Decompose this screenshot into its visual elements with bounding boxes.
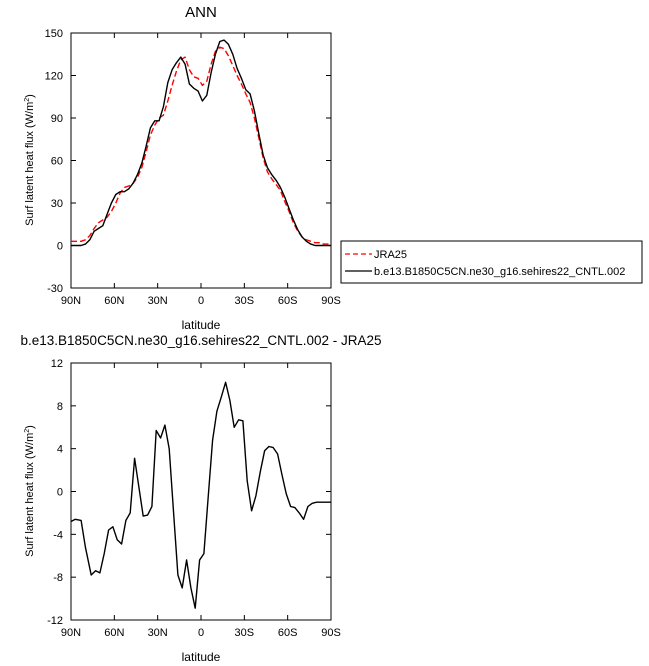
panel2-x-tick-label: 60N — [104, 627, 124, 639]
panel1-y-tick-label: 60 — [51, 156, 63, 168]
panel1-y-label-main: Surf latent heat flux (W/m — [24, 102, 36, 226]
panel2-y-label-close: ) — [24, 425, 36, 429]
panel1-x-tick-label: 30N — [148, 295, 168, 307]
panel1-x-ticks: 90N 60N 30N 0 30S 60S 90S — [61, 33, 341, 307]
panel1-x-tick-label: 30S — [235, 295, 255, 307]
panel1-x-tick-label: 90S — [321, 295, 341, 307]
panel1-series-1-line — [71, 39, 331, 247]
panel2-title: b.e13.B1850C5CN.ne30_g16.sehires22_CNTL.… — [21, 333, 382, 348]
panel2-x-tick-label: 90N — [61, 627, 81, 639]
panel2-y-tick-label: -8 — [53, 572, 63, 584]
legend-label-model: b.e13.B1850C5CN.ne30_g16.sehires22_CNTL.… — [374, 266, 625, 278]
panel-mean-flux: ANN -30 0 30 60 90 120 150 90N 60N 30N 0 30S 60S 90S… — [24, 4, 643, 332]
panel1-y-tick-label: 90 — [51, 113, 63, 125]
panel1-y-label-close: ) — [24, 94, 36, 98]
panel2-y-tick-label: 0 — [57, 487, 63, 499]
panel2-y-tick-label: 12 — [51, 358, 63, 370]
panel2-x-tick-label: 90S — [321, 627, 341, 639]
panel2-x-tick-label: 30N — [148, 627, 168, 639]
panel1-x-tick-label: 60N — [104, 295, 124, 307]
panel2-y-tick-label: 8 — [57, 401, 63, 413]
panel1-y-tick-label: 150 — [45, 28, 63, 40]
panel2-y-tick-label: 4 — [57, 444, 63, 456]
panel1-x-tick-label: 90N — [61, 295, 81, 307]
panel2-x-tick-label: 0 — [198, 627, 204, 639]
panel1-y-label-sup: 2 — [24, 98, 31, 102]
panel2-plot-frame — [70, 362, 332, 621]
panel1-plot-frame — [70, 32, 332, 289]
panel2-x-tick-label: 30S — [235, 627, 255, 639]
panel2-y-tick-label: -4 — [53, 529, 63, 541]
panel1-y-tick-label: 0 — [57, 241, 63, 253]
panel-difference: b.e13.B1850C5CN.ne30_g16.sehires22_CNTL.… — [21, 333, 382, 664]
panel2-y-tick-label: -12 — [47, 615, 63, 627]
panel1-y-tick-label: 120 — [45, 71, 63, 83]
legend-box — [340, 240, 643, 284]
panel1-y-tick-label: -30 — [47, 283, 63, 295]
panel1-y-axis-label: Surf latent heat flux (W/m2) — [24, 94, 36, 226]
panel2-x-ticks: 90N 60N 30N 0 30S 60S 90S — [61, 363, 341, 639]
panel2-y-axis-label: Surf latent heat flux (W/m2) — [24, 425, 36, 557]
panel1-title: ANN — [185, 4, 217, 21]
panel1-y-ticks: -30 0 30 60 90 120 150 — [45, 28, 331, 295]
panel2-lines — [70, 381, 331, 609]
panel2-y-label-sup: 2 — [24, 429, 31, 433]
legend-label-jra25: JRA25 — [374, 249, 407, 261]
panel1-y-tick-label: 30 — [51, 198, 63, 210]
panel2-x-axis-label: latitude — [182, 650, 221, 664]
panel1-x-tick-label: 60S — [278, 295, 298, 307]
panel2-series-0-line — [70, 381, 331, 609]
panel1-x-tick-label: 0 — [198, 295, 204, 307]
panel1-series-0-line — [71, 46, 332, 247]
panel2-y-ticks: -12 -8 -4 0 4 8 12 — [47, 358, 331, 627]
panel1-lines — [71, 39, 332, 247]
legend: JRA25 b.e13.B1850C5CN.ne30_g16.sehires22… — [340, 240, 643, 284]
panel2-y-label-main: Surf latent heat flux (W/m — [24, 433, 36, 557]
panel2-x-tick-label: 60S — [278, 627, 298, 639]
panel1-x-axis-label: latitude — [182, 318, 221, 332]
